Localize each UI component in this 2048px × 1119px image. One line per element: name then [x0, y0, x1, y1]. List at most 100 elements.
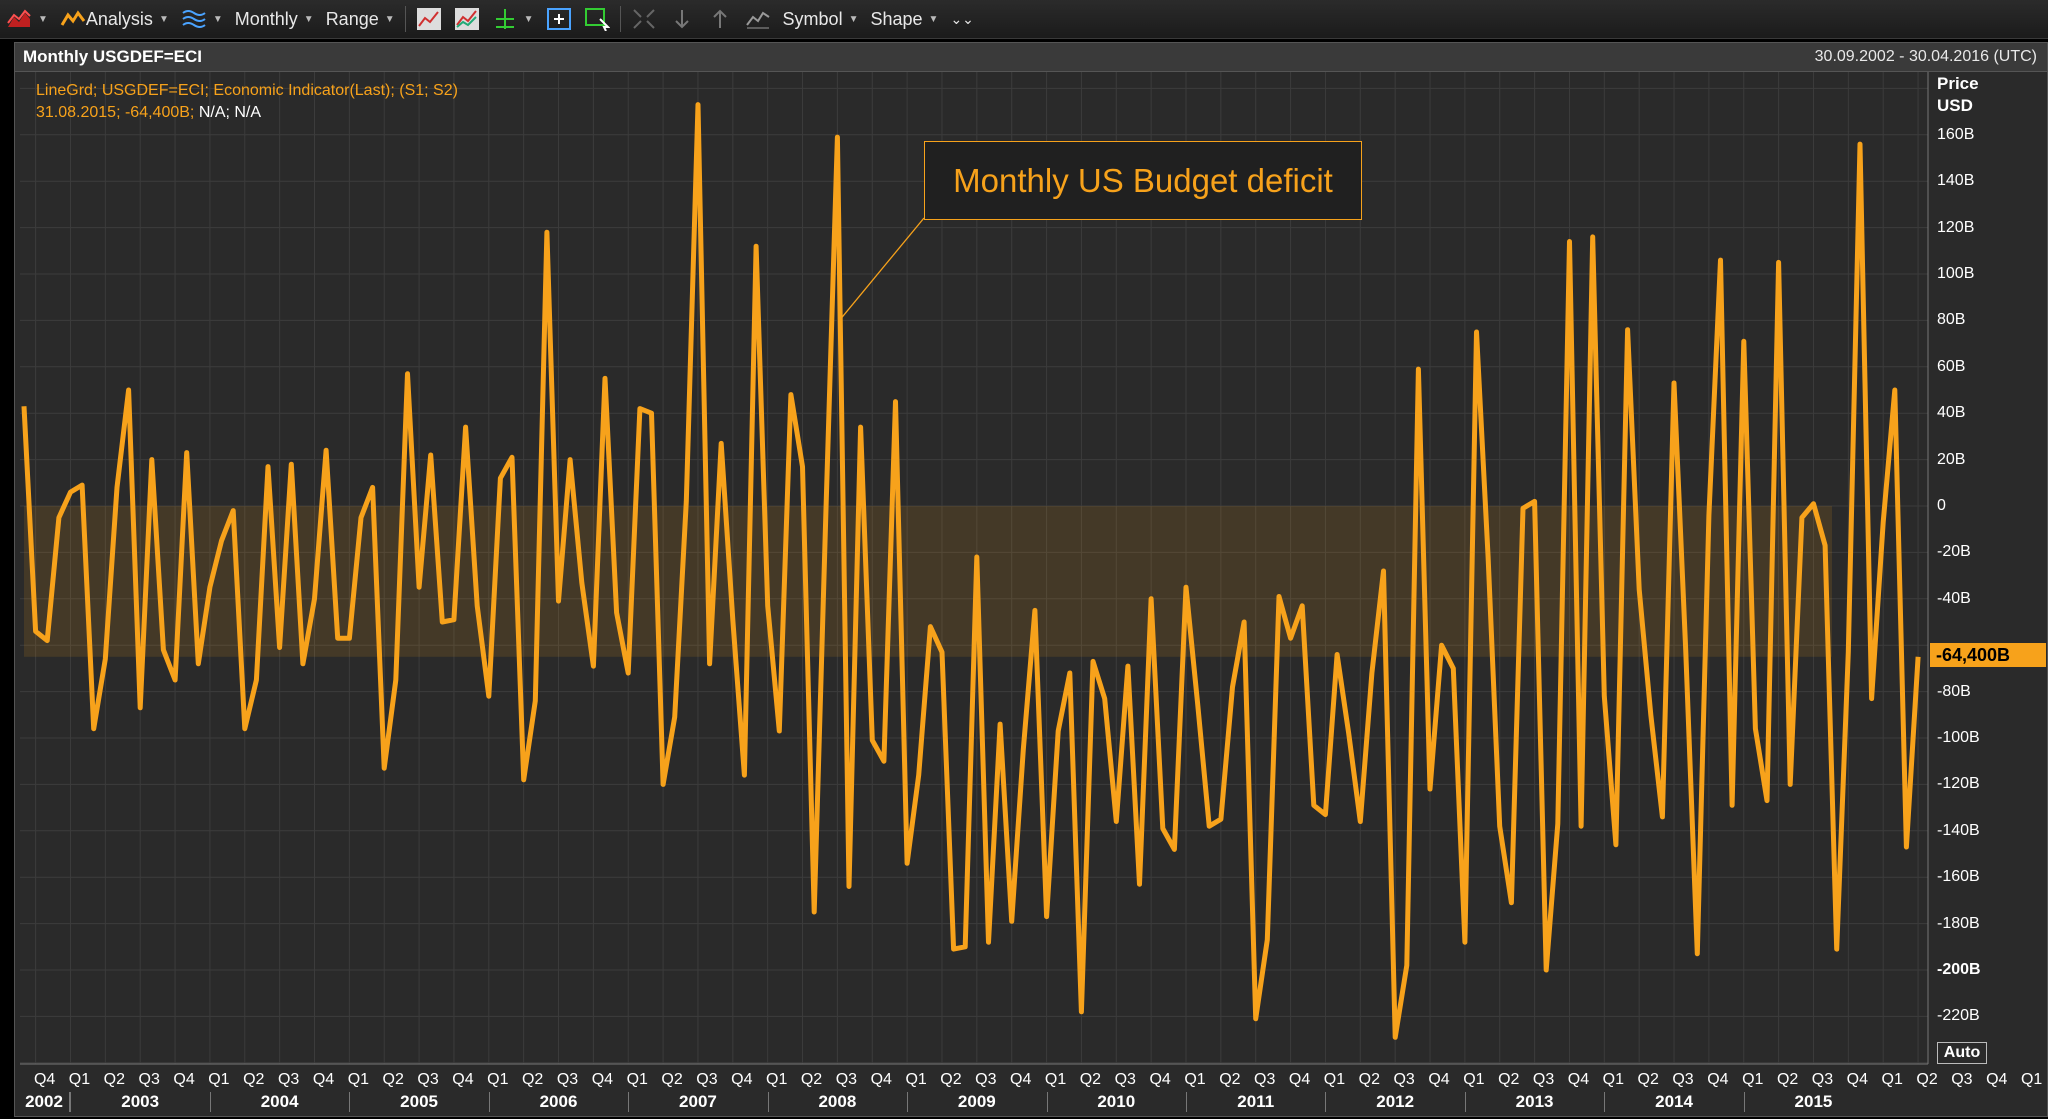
crosshair-button[interactable]: ▼ [486, 4, 540, 34]
more-options-button[interactable]: ⌄⌄ [944, 4, 979, 34]
chevron-down-icon: ▼ [384, 13, 395, 25]
x-tick-quarter: Q2 [243, 1071, 265, 1088]
chart-title: Monthly USGDEF=ECI [23, 47, 202, 66]
x-tick-quarter: Q4 [591, 1071, 614, 1088]
x-tick-quarter: Q1 [347, 1071, 370, 1088]
x-tick-quarter: Q1 [905, 1071, 927, 1088]
line-chart-button[interactable] [410, 4, 448, 34]
expand-icon [632, 9, 655, 29]
x-tick-quarter: Q3 [696, 1071, 718, 1088]
year-separator [1604, 1092, 1606, 1112]
x-tick-year: 2014 [1655, 1092, 1693, 1111]
year-separator [488, 1092, 490, 1112]
legend-series: LineGrd; USGDEF=ECI; Economic Indicator(… [36, 82, 458, 99]
x-tick-quarter: Q2 [103, 1071, 125, 1088]
interval-menu[interactable]: Monthly ▼ [229, 4, 320, 34]
select-cursor-icon [584, 8, 610, 31]
x-tick-year: 2010 [1097, 1092, 1136, 1111]
x-tick-quarter: Q4 [1986, 1071, 2008, 1088]
x-tick-quarter: Q4 [1149, 1071, 1171, 1088]
x-tick-quarter: Q1 [68, 1071, 91, 1088]
x-tick-quarter: Q1 [1463, 1071, 1485, 1088]
range-label: Range [325, 8, 379, 29]
legend-na: N/A; N/A [198, 104, 262, 121]
x-tick-quarter: Q3 [1532, 1071, 1555, 1088]
annotation-callout[interactable]: Monthly US Budget deficit [924, 141, 1362, 220]
y-tick-label: -220B [1937, 1007, 1980, 1025]
y-tick-label: -20B [1937, 543, 1971, 561]
x-tick-year: 2009 [957, 1092, 996, 1111]
toolbar-divider [404, 6, 406, 32]
chevron-down-icon: ▼ [38, 13, 48, 25]
y-tick-label: -100B [1937, 729, 1980, 746]
x-tick-year: 2006 [539, 1092, 578, 1111]
x-tick-quarter: Q3 [975, 1071, 997, 1088]
chevron-down-icon: ▼ [158, 13, 169, 25]
y-tick-label: 160B [1937, 125, 1975, 143]
analysis-menu[interactable]: Analysis ▼ [54, 4, 175, 34]
y-tick-label: -40B [1937, 589, 1971, 607]
x-tick-year: 2013 [1515, 1092, 1554, 1111]
year-separator [1743, 1092, 1745, 1112]
x-tick-quarter: Q2 [1776, 1071, 1799, 1088]
x-tick-year: 2002 [25, 1092, 63, 1111]
x-tick-quarter: Q1 [1742, 1071, 1764, 1088]
chevron-down-icon: ▼ [212, 13, 223, 25]
year-separator [907, 1092, 909, 1112]
grid [20, 72, 1928, 1064]
overlay-button[interactable] [739, 4, 777, 34]
shape-menu[interactable]: Shape ▼ [864, 4, 944, 34]
x-tick-quarter: Q2 [1079, 1071, 1102, 1088]
compare-chart-button[interactable] [448, 4, 486, 34]
x-tick-quarter: Q1 [2020, 1071, 2043, 1088]
chevron-down-icon: ▼ [928, 13, 939, 25]
series-line [21, 102, 1921, 1040]
x-tick-year: 2003 [121, 1092, 160, 1111]
y-tick-label: 60B [1937, 357, 1966, 375]
select-zoom-button[interactable] [578, 4, 616, 34]
x-tick-quarter: Q4 [452, 1071, 474, 1088]
x-tick-quarter: Q2 [1498, 1071, 1520, 1088]
y-axis-unit: USD [1937, 96, 1973, 115]
x-tick-quarter: Q4 [33, 1071, 56, 1088]
shape-label: Shape [870, 8, 923, 29]
y-tick-label: -80B [1937, 682, 1971, 700]
x-tick-quarter: Q4 [1846, 1071, 1868, 1088]
legend-values: 31.08.2015; -64,400B; N/A; N/A [36, 104, 261, 122]
year-separator [70, 1092, 72, 1112]
year-separator [69, 1092, 70, 1112]
x-tick-year: 2015 [1794, 1092, 1833, 1111]
x-tick-quarter: Q2 [1637, 1071, 1659, 1088]
studies-menu[interactable]: ▼ [175, 4, 229, 34]
chevron-down-icon: ▼ [303, 13, 314, 25]
year-separator [767, 1092, 769, 1112]
scroll-up-button[interactable] [701, 4, 739, 34]
toolbar-divider [619, 6, 621, 32]
x-tick-year: 2005 [400, 1092, 438, 1111]
x-tick-quarter: Q2 [1358, 1071, 1380, 1088]
analysis-label: Analysis [85, 8, 153, 29]
scroll-down-button[interactable] [663, 4, 701, 34]
year-separator [1046, 1092, 1048, 1112]
x-tick-quarter: Q4 [731, 1071, 753, 1088]
zoom-in-button[interactable] [540, 4, 578, 34]
x-tick-quarter: Q2 [1219, 1071, 1241, 1088]
y-tick-label: 0 [1937, 497, 1946, 514]
auto-scale-button[interactable]: Auto [1937, 1042, 1987, 1064]
y-tick-label: 140B [1937, 172, 1975, 190]
date-range: 30.09.2002 - 30.04.2016 (UTC) [1814, 48, 2037, 65]
x-tick-quarter: Q3 [1672, 1071, 1694, 1088]
range-menu[interactable]: Range ▼ [320, 4, 401, 34]
crosshair-icon [495, 9, 514, 29]
x-tick-quarter: Q3 [1393, 1071, 1415, 1088]
chart-type-button[interactable]: ▼ [0, 4, 54, 34]
x-tick-quarter: Q4 [1567, 1071, 1590, 1088]
fit-button[interactable] [625, 4, 663, 34]
zoom-box-icon [546, 8, 571, 30]
symbol-menu[interactable]: Symbol ▼ [777, 4, 865, 34]
x-tick-quarter: Q4 [1010, 1071, 1032, 1088]
chart-header: Monthly USGDEF=ECI 30.09.2002 - 30.04.20… [15, 43, 2047, 72]
double-chevron-down-icon: ⌄⌄ [950, 10, 974, 27]
x-tick-quarter: Q1 [1323, 1071, 1346, 1088]
